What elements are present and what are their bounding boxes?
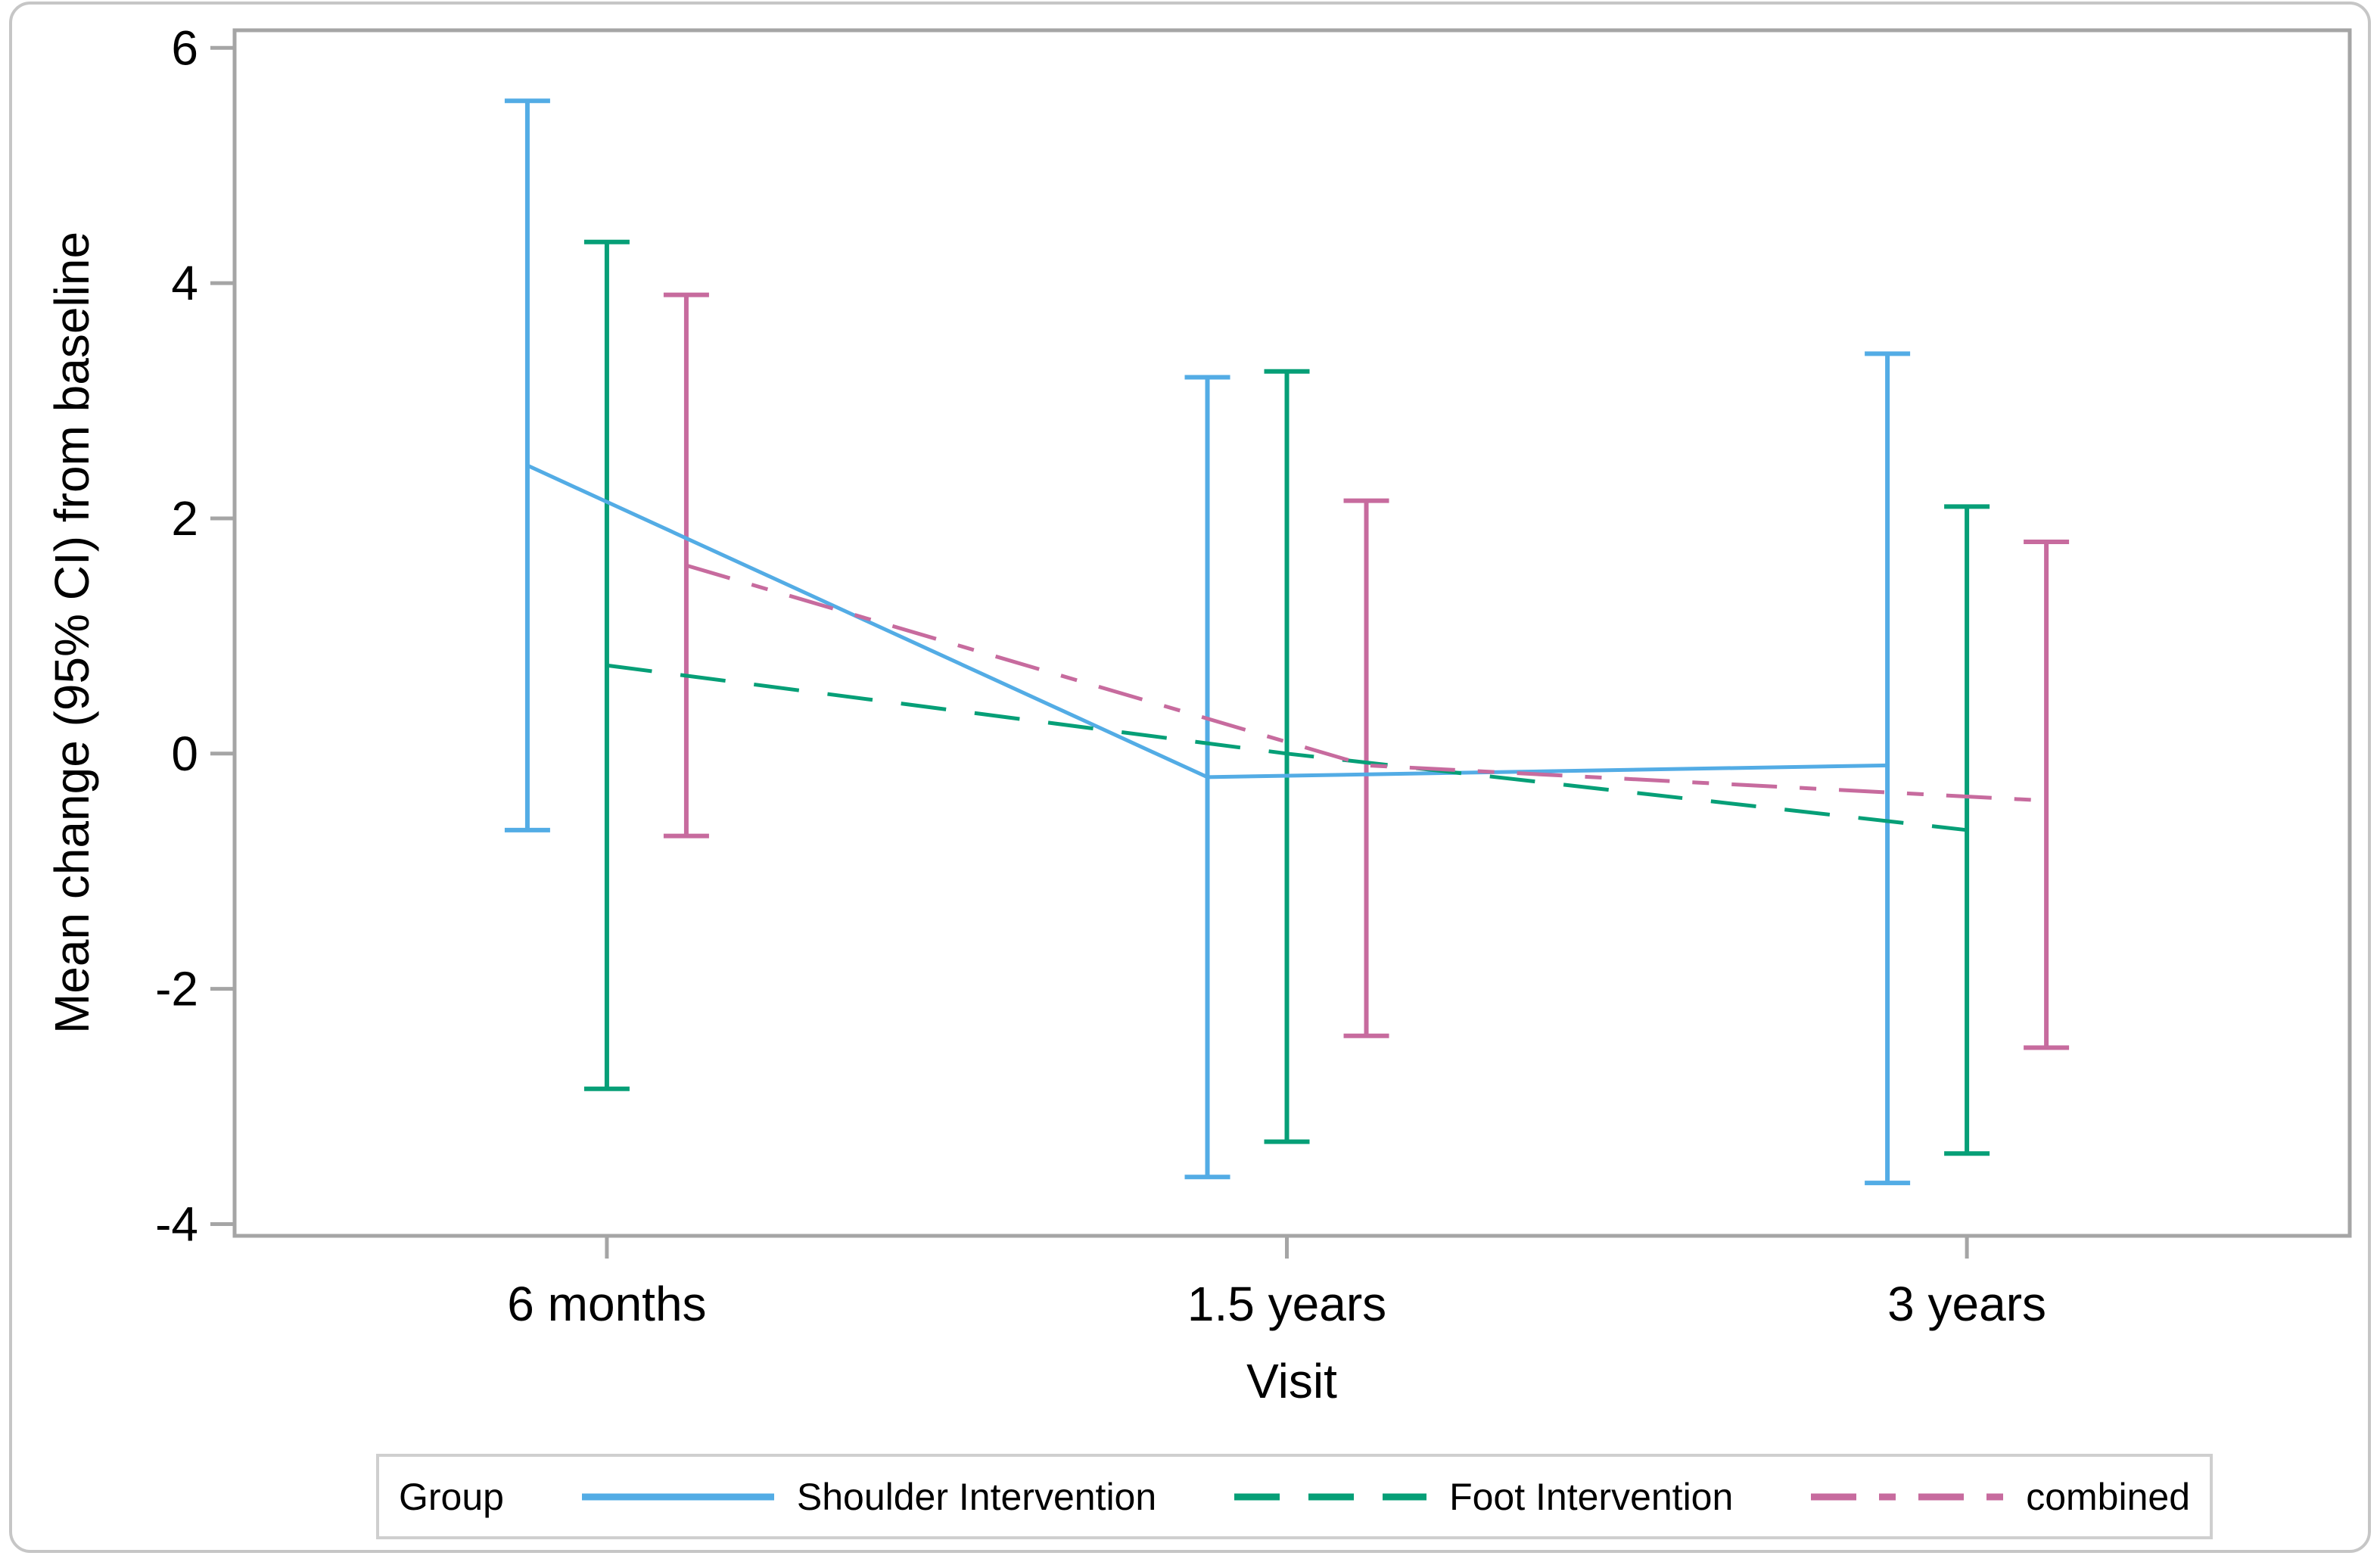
legend-swatch-dashed-line-icon xyxy=(1234,1493,1427,1500)
legend-label: Foot Intervention xyxy=(1449,1475,1734,1518)
legend-item-foot-intervention: Foot Intervention xyxy=(1231,1475,1733,1519)
legend-title: Group xyxy=(399,1475,504,1518)
legend-item-combined: combined xyxy=(1808,1475,2190,1519)
x-axis-title: Visit xyxy=(1246,1354,1337,1408)
legend-swatch-dash-dot-line-icon xyxy=(1811,1493,2004,1500)
plot-frame xyxy=(232,28,2352,1238)
series-line-0 xyxy=(526,463,1888,779)
x-tick-label: 3 years xyxy=(1887,1277,2046,1331)
legend-item-shoulder-intervention: Shoulder Intervention xyxy=(579,1475,1156,1519)
legend: Group Shoulder Intervention Foot Interve… xyxy=(376,1454,2213,1539)
series-line-1 xyxy=(606,663,1968,832)
y-tick-label: 2 xyxy=(171,491,198,546)
legend-label: Shoulder Intervention xyxy=(796,1475,1157,1518)
legend-label: combined xyxy=(2026,1475,2190,1518)
y-tick-label: -4 xyxy=(155,1196,198,1251)
y-tick-label: 6 xyxy=(171,20,198,75)
y-tick-label: 0 xyxy=(171,727,198,781)
y-tick-label: -2 xyxy=(155,962,198,1016)
y-axis-title: Mean change (95% CI) from baseline xyxy=(45,231,99,1035)
x-tick-label: 6 months xyxy=(507,1277,706,1331)
x-tick-label: 1.5 years xyxy=(1187,1277,1386,1331)
series-line-2 xyxy=(686,563,2047,803)
legend-swatch-solid-line-icon xyxy=(581,1493,774,1500)
y-tick-label: 4 xyxy=(171,256,198,310)
